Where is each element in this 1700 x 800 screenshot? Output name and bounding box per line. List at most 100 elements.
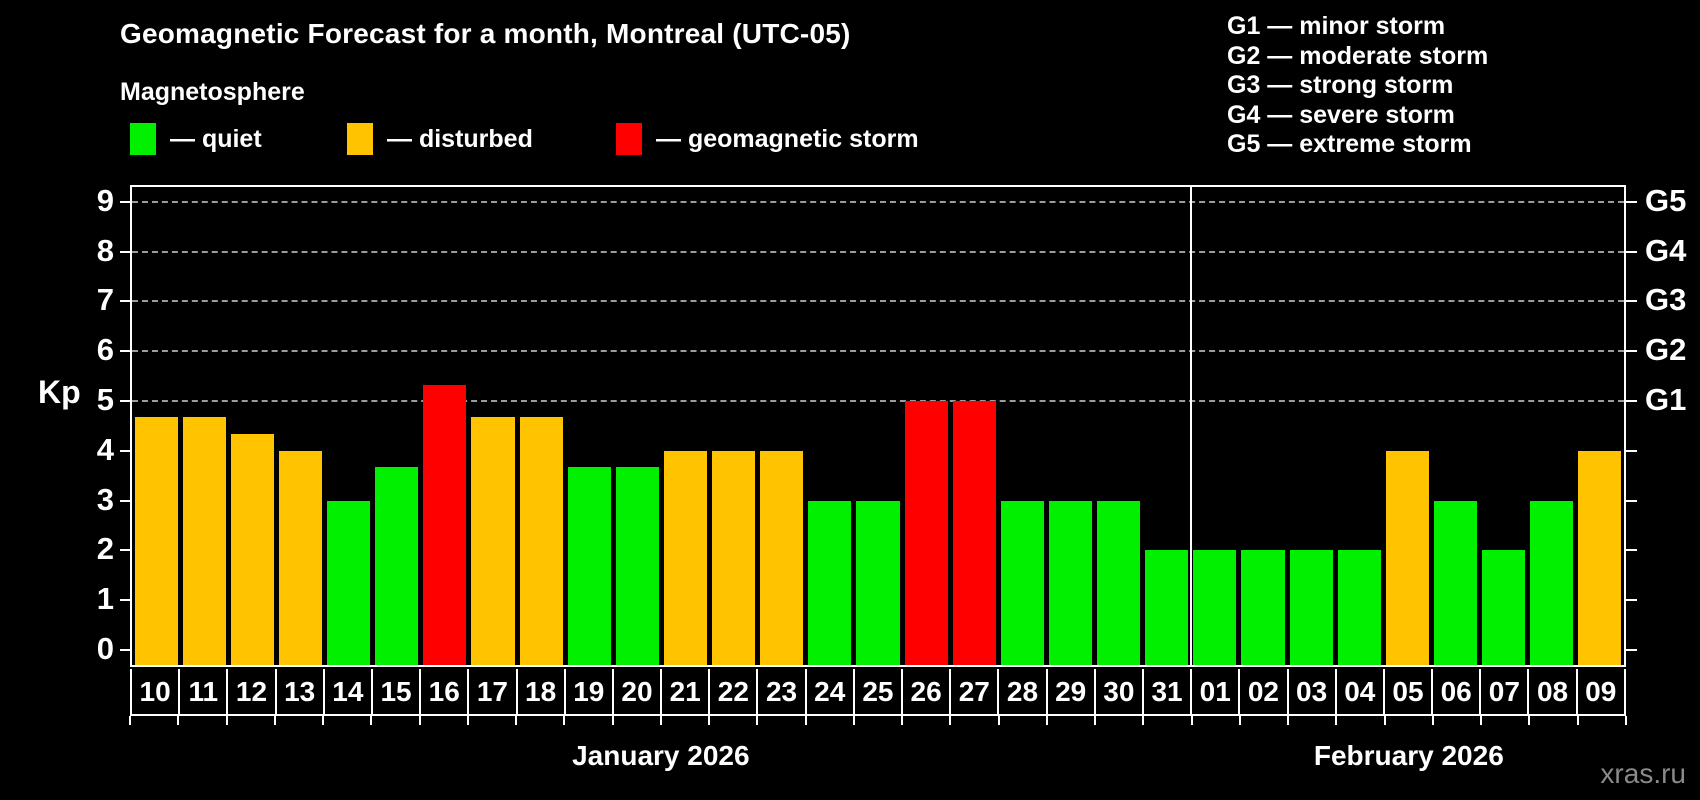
bar-slot [1431, 187, 1479, 665]
g-level-label-G2: G2 [1645, 332, 1687, 368]
kp-bar-02 [1241, 550, 1285, 665]
day-boundary-tick [1287, 716, 1290, 725]
kp-bar-21 [663, 450, 707, 665]
kp-bar-26 [904, 401, 948, 665]
day-label: 20 [611, 669, 660, 714]
day-boundary-tick [1576, 716, 1579, 725]
day-label: 19 [563, 669, 612, 714]
day-label: 18 [515, 669, 564, 714]
day-label: 07 [1479, 669, 1527, 714]
day-boundary-tick [852, 716, 855, 725]
day-label: 06 [1431, 669, 1479, 714]
day-boundary-tick [756, 716, 759, 725]
bar-slot [806, 187, 854, 665]
bar-slot [1335, 187, 1383, 665]
bar-slot [1528, 187, 1576, 665]
day-boundary-tick [1335, 716, 1338, 725]
kp-bar-31 [1145, 550, 1189, 665]
kp-bar-09 [1578, 450, 1622, 665]
bar-slot [325, 187, 373, 665]
g-level-label-G4: G4 [1645, 232, 1687, 268]
kp-bar-01 [1193, 550, 1237, 665]
y-axis-tick [120, 499, 130, 502]
kp-bar-22 [712, 450, 756, 665]
y-axis-tick [120, 400, 130, 402]
day-boundary-tick [708, 716, 711, 725]
kp-bar-06 [1433, 500, 1477, 665]
day-boundary-tick [949, 716, 952, 725]
day-label: 16 [419, 669, 467, 714]
day-label: 17 [467, 669, 515, 714]
y-axis-tick [120, 200, 130, 203]
y-axis-tick [120, 449, 130, 452]
g-level-label-G1: G1 [1645, 382, 1687, 417]
legend-item-storm: — geomagnetic storm [616, 122, 919, 156]
day-label: 09 [1575, 669, 1626, 714]
right-axis-tick [1626, 649, 1637, 651]
day-label: 31 [1141, 669, 1190, 714]
day-boundary-tick [901, 716, 904, 725]
kp-bar-28 [1000, 500, 1044, 665]
bar-slot [950, 187, 998, 665]
bar-slot [565, 187, 613, 665]
storm-scale-line: G1 — minor storm [1227, 12, 1446, 40]
day-label: 22 [708, 669, 756, 714]
kp-bar-24 [808, 500, 852, 665]
kp-bar-23 [760, 450, 804, 665]
right-axis-tick [1626, 200, 1637, 203]
day-boundary-tick [225, 716, 228, 725]
day-label: 29 [1045, 669, 1094, 714]
right-axis-tick [1626, 300, 1637, 303]
bar-slot [276, 187, 324, 665]
kp-bar-12 [230, 434, 274, 665]
storm-scale-legend: G1 — minor storm G2 — moderate storm G3 — … [1227, 12, 1488, 160]
day-label: 12 [226, 669, 274, 714]
y-axis-tick-label: 8 [96, 232, 114, 268]
bar-slot [1480, 187, 1528, 665]
bar-slot [228, 187, 276, 665]
day-boundary-tick [1528, 716, 1531, 725]
day-boundary-tick [997, 716, 1000, 725]
kp-bar-07 [1482, 550, 1526, 665]
gridline-kp9 [132, 200, 1624, 203]
bar-slot [1576, 187, 1624, 665]
y-axis-tick-label: 0 [96, 631, 114, 666]
chart-subtitle: Magnetosphere [120, 78, 305, 106]
day-boundary-tick [1480, 716, 1483, 725]
bar-slot [1143, 187, 1191, 665]
bar-slot [1191, 187, 1239, 665]
right-axis-tick [1626, 449, 1637, 452]
day-label: 15 [370, 669, 419, 714]
month-label: January 2026 [572, 740, 750, 771]
y-axis-tick [120, 549, 130, 552]
month-label: February 2026 [1313, 740, 1504, 771]
day-boundary-tick [418, 716, 421, 725]
kp-bar-16 [423, 384, 467, 665]
bar-slot [1287, 187, 1335, 665]
kp-bar-20 [615, 467, 659, 665]
kp-bar-04 [1337, 550, 1381, 665]
day-boundary-tick [273, 716, 276, 725]
bar-slot [1383, 187, 1431, 665]
kp-bar-10 [134, 417, 178, 665]
disturbed-color-swatch [347, 123, 373, 155]
day-label: 02 [1238, 669, 1286, 714]
bar-slot [1046, 187, 1094, 665]
bar-slot [758, 187, 806, 665]
right-axis-tick [1626, 549, 1637, 552]
day-label: 25 [852, 669, 901, 714]
storm-scale-line: G4 — severe storm [1227, 100, 1455, 129]
legend-item-disturbed: — disturbed [347, 122, 533, 156]
kp-bar-05 [1385, 450, 1429, 665]
kp-bar-19 [567, 467, 611, 665]
kp-bar-14 [327, 500, 371, 665]
day-label: 04 [1334, 669, 1383, 714]
kp-bar-30 [1097, 500, 1141, 665]
bars-container [132, 187, 1624, 665]
day-boundary-tick [659, 716, 662, 725]
right-axis-tick [1626, 350, 1637, 353]
bar-slot [517, 187, 565, 665]
bar-slot [1239, 187, 1287, 665]
bar-slot [998, 187, 1046, 665]
